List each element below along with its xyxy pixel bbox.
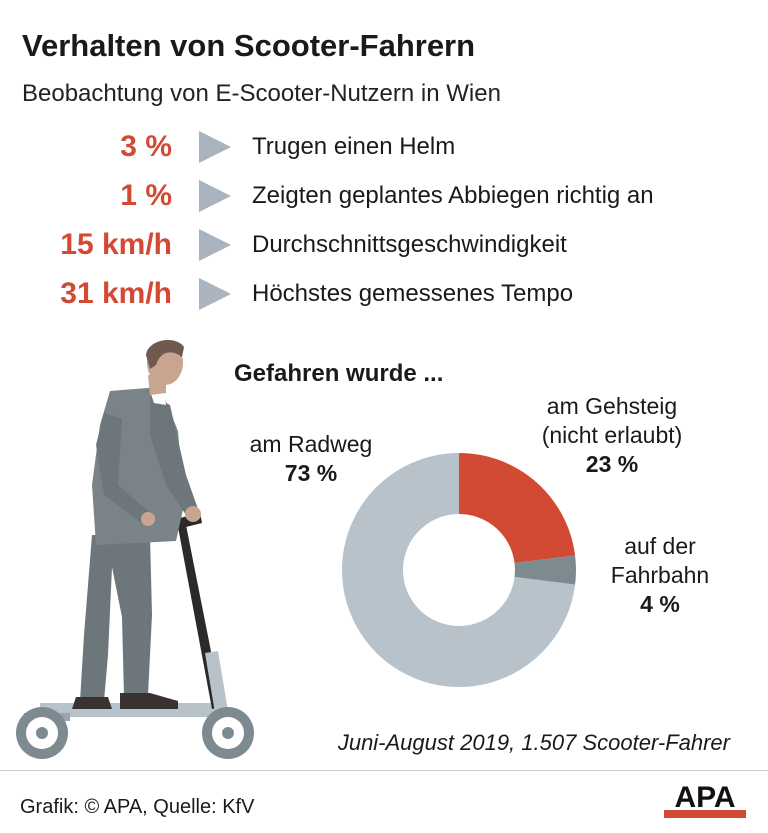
donut-slice-2 [341, 453, 576, 687]
triangle-arrow-icon [199, 278, 231, 310]
source-credit: Grafik: © APA, Quelle: KfV [20, 796, 255, 818]
stat-value: 15 km/h [60, 228, 172, 261]
slice-label-bike-path: am Radweg 73 % [226, 430, 396, 488]
triangle-arrow-icon [199, 229, 231, 261]
stat-row-turn-signal: 1 % Zeigten geplantes Abbiegen richtig a… [0, 176, 768, 216]
stat-value: 3 % [120, 130, 172, 163]
stat-label: Trugen einen Helm [252, 133, 456, 160]
chart-title-donut: Gefahren wurde ... [234, 360, 444, 387]
stat-value: 31 km/h [60, 277, 172, 310]
apa-logo: APA [664, 781, 746, 818]
slice-label-road: auf der Fahrbahn 4 % [590, 532, 730, 619]
chart-title: Verhalten von Scooter-Fahrern [22, 28, 476, 63]
stat-label: Durchschnittsgeschwindigkeit [252, 231, 567, 258]
chart-subtitle: Beobachtung von E-Scooter-Nutzern in Wie… [22, 80, 501, 107]
slice-label-line: am Gehsteig [546, 393, 678, 419]
stat-label: Zeigten geplantes Abbiegen richtig an [252, 182, 654, 209]
stat-row-max-speed: 31 km/h Höchstes gemessenes Tempo [0, 274, 768, 314]
triangle-arrow-icon [199, 180, 231, 212]
slice-label-line: auf der [624, 533, 696, 559]
stat-label: Höchstes gemessenes Tempo [252, 280, 574, 307]
stat-row-helmet: 3 % Trugen einen Helm [0, 127, 768, 167]
slice-label-line: (nicht erlaubt) [541, 422, 683, 448]
slice-value-label: 73 % [284, 460, 338, 486]
slice-value-label: 23 % [585, 451, 639, 477]
stat-value: 1 % [120, 179, 172, 212]
stat-row-average-speed: 15 km/h Durchschnittsgeschwindigkeit [0, 225, 768, 265]
survey-period: Juni-August 2019, 1.507 Scooter-Fahrer [337, 730, 730, 755]
slice-label-line: Fahrbahn [610, 562, 710, 588]
footer-divider [0, 770, 768, 771]
slice-value-label: 4 % [640, 591, 680, 617]
svg-text:APA: APA [674, 781, 735, 814]
slice-label-line: am Radweg [249, 431, 373, 457]
donut-slice-1 [514, 555, 576, 585]
scooter-rider-illustration [16, 340, 254, 759]
triangle-arrow-icon [199, 131, 231, 163]
slice-label-sidewalk: am Gehsteig (nicht erlaubt) 23 % [532, 392, 692, 479]
